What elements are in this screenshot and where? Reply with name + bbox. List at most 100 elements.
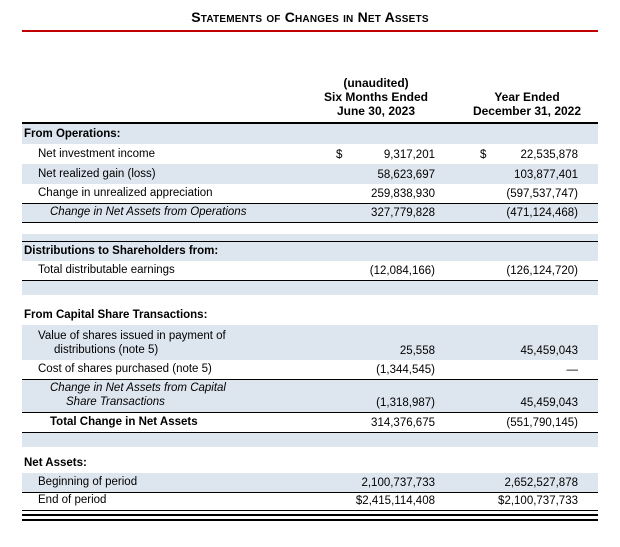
statement-row: From Operations: <box>22 124 598 144</box>
spacer-row <box>22 295 598 307</box>
dollar-sign: $ <box>480 149 487 161</box>
row-label: From Capital Share Transactions: <box>22 308 322 322</box>
value-2022: 103,877,401 <box>440 169 598 181</box>
value-text: 2,100,737,733 <box>361 477 435 489</box>
value-text: (597,537,747) <box>506 188 578 200</box>
value-text: 58,623,697 <box>377 169 435 181</box>
statement-row: Change in Net Assets from Capital Share T… <box>22 380 598 413</box>
value-2023: 314,376,675 <box>322 417 440 429</box>
value-text: — <box>566 364 579 376</box>
row-label-line2: Share Transactions <box>66 396 165 408</box>
value-2022: (471,124,468) <box>440 207 598 219</box>
value-text: 259,838,930 <box>371 188 435 200</box>
statement-row: Total distributable earnings (12,084,166)… <box>22 261 598 281</box>
value-text: (471,124,468) <box>506 207 578 219</box>
column-header-2022-line2: December 31, 2022 <box>472 104 582 118</box>
value-2023: 259,838,930 <box>322 188 440 200</box>
value-text: 327,779,828 <box>371 207 435 219</box>
column-header-2022: Year Ended December 31, 2022 <box>456 90 598 118</box>
row-label-line2: distributions (note 5) <box>54 344 159 356</box>
row-label: Net Assets: <box>22 456 322 470</box>
row-label: Beginning of period <box>22 475 322 489</box>
row-label-line1: Net investment income <box>38 148 155 160</box>
statement-row: Net realized gain (loss) 58,623,697 103,87… <box>22 164 598 184</box>
row-label-line1: Beginning of period <box>38 476 138 488</box>
value-2022: 45,459,043 <box>440 345 598 357</box>
spacer-row <box>22 223 598 234</box>
statement-row: End of period $2,415,114,408 $2,100,737,73… <box>22 493 598 511</box>
row-label: Change in unrealized appreciation <box>22 186 322 200</box>
row-label: Total distributable earnings <box>22 263 322 277</box>
column-header-2022-line1: Year Ended <box>494 90 560 104</box>
row-label: Distributions to Shareholders from: <box>22 244 322 258</box>
value-text: (126,124,720) <box>506 265 578 277</box>
value-2023: 25,558 <box>322 345 440 357</box>
row-label: Net investment income <box>22 147 322 161</box>
statement-row: Change in Net Assets from Operations 327,… <box>22 204 598 223</box>
value-2023: $9,317,201 <box>322 149 440 161</box>
dollar-sign: $ <box>336 149 343 161</box>
statement-row: Change in unrealized appreciation 259,838… <box>22 184 598 204</box>
row-label: Value of shares issued in payment of dist… <box>22 329 322 357</box>
title-underline-rule <box>22 30 598 32</box>
row-label-line1: Change in Net Assets from Operations <box>50 206 247 218</box>
value-text: $2,100,737,733 <box>498 495 578 507</box>
row-label-line1: Distributions to Shareholders from: <box>24 245 219 257</box>
row-label: From Operations: <box>22 127 322 141</box>
row-label: Total Change in Net Assets <box>22 415 322 429</box>
statement-row: Net investment income $9,317,201 $22,535,8… <box>22 144 598 164</box>
value-2022: 45,459,043 <box>440 397 598 409</box>
row-label-line1: Change in Net Assets from Capital <box>50 382 226 394</box>
row-label: Cost of shares purchased (note 5) <box>22 362 322 376</box>
value-2023: (12,084,166) <box>322 265 440 277</box>
spacer-row <box>22 447 598 456</box>
statement-row: Beginning of period 2,100,737,733 2,652,52… <box>22 473 598 493</box>
row-label: End of period <box>22 493 322 507</box>
column-header-2023: (unaudited) Six Months Ended June 30, 20… <box>300 76 452 118</box>
row-label-line1: Net realized gain (loss) <box>38 168 156 180</box>
row-label-line1: Total distributable earnings <box>38 264 175 276</box>
row-label-line1: Change in unrealized appreciation <box>38 187 213 199</box>
value-2023: 327,779,828 <box>322 207 440 219</box>
value-text: 9,317,201 <box>383 149 435 161</box>
column-header-unaudited: (unaudited) <box>343 76 409 90</box>
statement-sheet: (unaudited) Six Months Ended June 30, 20… <box>22 76 598 521</box>
value-text: (12,084,166) <box>369 265 435 277</box>
value-2022: (126,124,720) <box>440 265 598 277</box>
value-2023: 2,100,737,733 <box>322 477 440 489</box>
value-2022: $22,535,878 <box>440 149 598 161</box>
statement-row: Net Assets: <box>22 456 598 473</box>
value-text: 2,652,527,878 <box>504 477 578 489</box>
row-label-line1: Value of shares issued in payment of <box>38 330 226 342</box>
statement-row: Distributions to Shareholders from: <box>22 241 598 261</box>
row-label-line1: End of period <box>38 494 107 506</box>
statement-row: Total Change in Net Assets 314,376,675 (55… <box>22 413 598 433</box>
spacer-row <box>22 234 598 241</box>
row-label-line1: Cost of shares purchased (note 5) <box>38 363 212 375</box>
value-2023: 58,623,697 <box>322 169 440 181</box>
column-header-2023-line2: June 30, 2023 <box>336 104 416 118</box>
value-text: 103,877,401 <box>514 169 578 181</box>
value-text: 45,459,043 <box>520 397 578 409</box>
value-text: 45,459,043 <box>520 345 578 357</box>
row-label: Change in Net Assets from Operations <box>22 205 322 219</box>
row-label-line1: Net Assets: <box>24 457 87 469</box>
value-text: (551,790,145) <box>506 417 578 429</box>
row-label-line1: From Operations: <box>24 128 121 140</box>
statement-row: Cost of shares purchased (note 5) (1,344,… <box>22 360 598 380</box>
row-label: Change in Net Assets from Capital Share T… <box>22 381 322 409</box>
value-text: 22,535,878 <box>520 149 578 161</box>
statement-table: From Operations: Net investment income $9,… <box>22 124 598 521</box>
value-text: (1,344,545) <box>376 364 435 376</box>
statement-row: From Capital Share Transactions: <box>22 307 598 325</box>
page-title: Statements of Changes in Net Assets <box>191 9 429 25</box>
spacer-row <box>22 281 598 295</box>
value-2022: $2,100,737,733 <box>440 495 598 507</box>
value-text: 25,558 <box>399 345 435 357</box>
value-2022: 2,652,527,878 <box>440 477 598 489</box>
value-2022: — <box>440 364 598 376</box>
row-label-line1: From Capital Share Transactions: <box>24 309 208 321</box>
value-2023: (1,344,545) <box>322 364 440 376</box>
row-label: Net realized gain (loss) <box>22 167 322 181</box>
